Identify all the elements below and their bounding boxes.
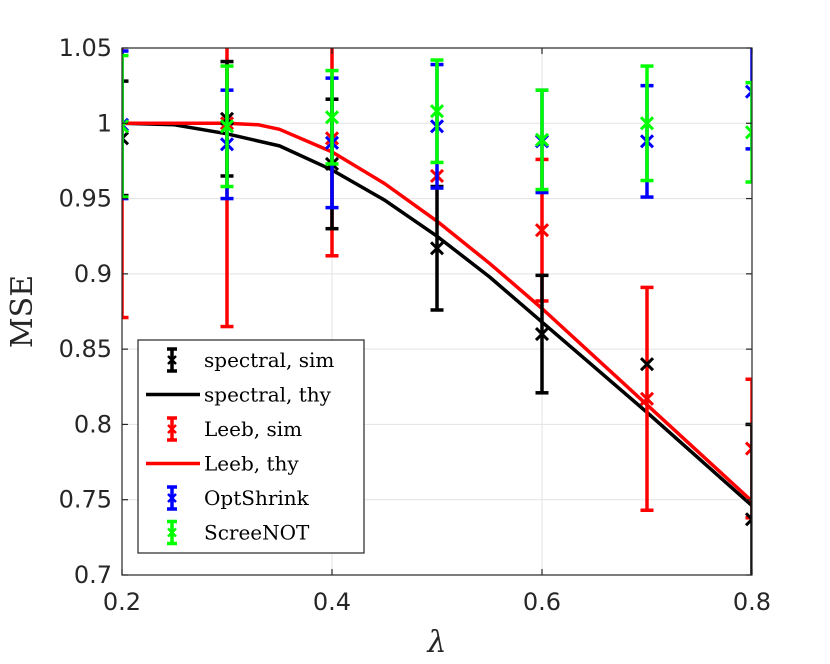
legend-label: spectral, thy	[204, 383, 332, 407]
x-tick-label: 0.6	[523, 588, 561, 616]
spectral-sim-point	[534, 327, 550, 342]
plot-area	[122, 48, 752, 575]
x-axis-label: λ	[426, 625, 446, 660]
spectral-sim-point	[429, 241, 445, 256]
leeb-sim-point	[744, 441, 752, 456]
y-tick-label: 0.8	[74, 410, 112, 438]
legend-item-screenot: ScreeNOT	[167, 519, 310, 546]
legend-box	[137, 339, 365, 554]
y-axis-label: MSE	[5, 275, 40, 348]
screenot-point	[534, 132, 550, 147]
screenot-point	[429, 104, 445, 119]
x-tick-label: 0.8	[733, 588, 771, 616]
screenot-point	[122, 119, 130, 134]
y-tick-label: 0.75	[59, 486, 112, 514]
tick-marks	[121, 47, 753, 576]
y-tick-label: 0.9	[74, 260, 112, 288]
x-tick-labels: 0.2 0.4 0.6 0.8	[103, 588, 771, 616]
spectral-sim-point	[639, 357, 655, 372]
screenot-point	[219, 119, 235, 134]
y-tick-label: 1.05	[59, 34, 112, 62]
legend-item-leeb-sim: Leeb, sim	[167, 416, 302, 442]
legend-item-spectral-sim: spectral, sim	[167, 347, 334, 373]
series-group	[122, 48, 752, 575]
optshrink-point	[744, 84, 752, 99]
screenot-point	[639, 116, 655, 131]
y-tick-label: 0.7	[74, 561, 112, 589]
x-tick-label: 0.2	[103, 588, 141, 616]
axes-box	[121, 47, 753, 576]
legend-label: ScreeNOT	[204, 521, 310, 545]
legend: spectral, sim spectral, thy Leeb, sim Leeb,…	[137, 339, 365, 554]
screenot-point	[744, 125, 752, 140]
legend-label: OptShrink	[204, 486, 310, 510]
legend-item-spectral-thy: spectral, thy	[146, 383, 332, 407]
legend-item-optshrink: OptShrink	[167, 485, 310, 511]
legend-label: Leeb, sim	[204, 417, 302, 441]
legend-marker	[167, 424, 177, 434]
leeb-sim-point	[639, 391, 655, 406]
y-tick-labels: 0.7 0.75 0.8 0.85 0.9 0.95 1 1.05	[59, 34, 112, 589]
spectral-sim-point	[122, 131, 130, 146]
legend-marker	[167, 527, 177, 538]
y-tick-label: 0.85	[59, 335, 112, 363]
legend-item-leeb-thy: Leeb, thy	[146, 452, 299, 476]
legend-marker	[167, 355, 177, 365]
screenot-point	[324, 110, 340, 125]
leeb-sim-point	[534, 223, 550, 238]
legend-label: Leeb, thy	[204, 452, 299, 476]
y-tick-label: 1	[97, 109, 112, 137]
x-tick-label: 0.4	[313, 588, 351, 616]
spectral-sim-point	[744, 512, 752, 527]
legend-marker	[167, 493, 177, 503]
legend-label: spectral, sim	[204, 348, 334, 372]
y-tick-label: 0.95	[59, 185, 112, 213]
